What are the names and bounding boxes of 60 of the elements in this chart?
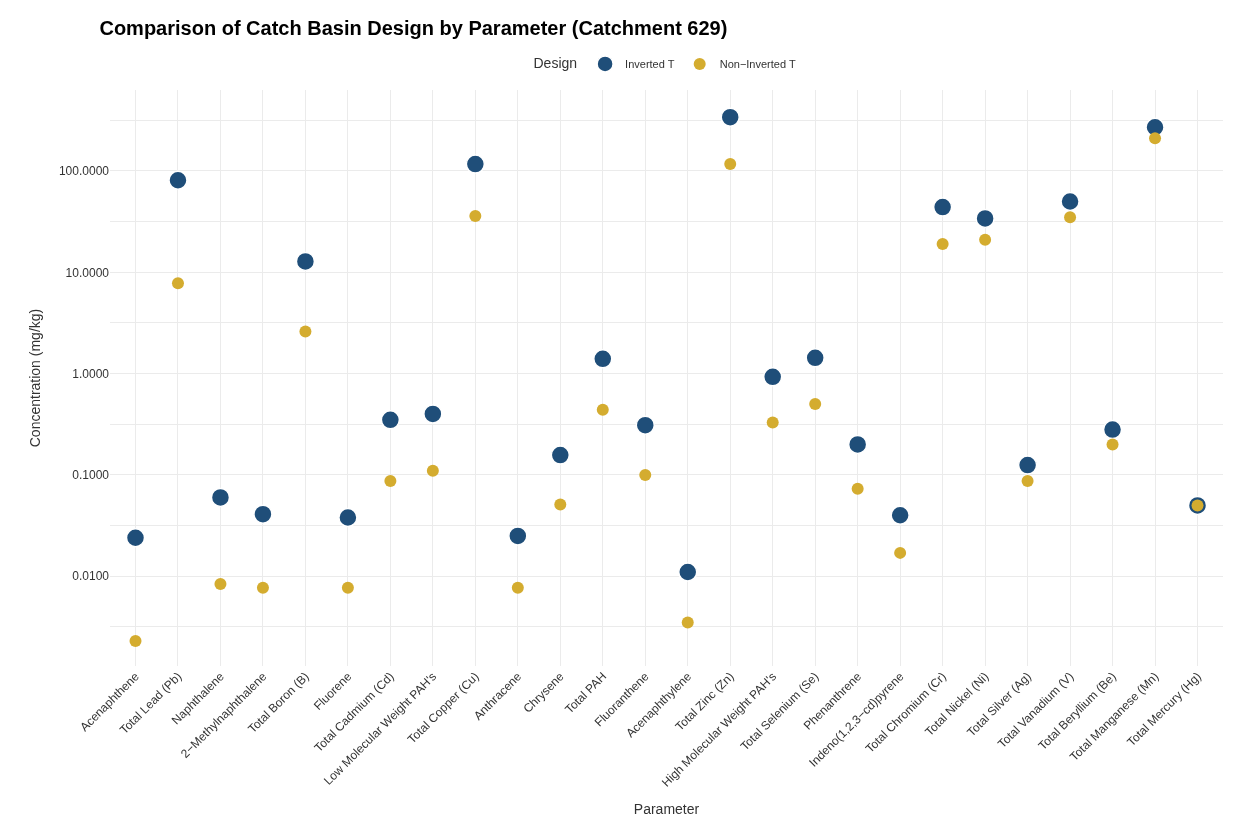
point <box>851 482 864 495</box>
point <box>214 577 227 590</box>
point <box>724 158 737 171</box>
point <box>635 415 656 435</box>
x-axis-title: Parameter <box>633 800 700 817</box>
point <box>554 498 567 511</box>
point <box>171 277 184 290</box>
point <box>639 468 652 481</box>
point <box>1064 211 1077 224</box>
point <box>469 209 482 222</box>
point <box>681 616 694 629</box>
point <box>550 445 571 465</box>
point <box>979 233 992 246</box>
legend-title: Design <box>533 54 578 71</box>
y-tick-label: 0.1000 <box>72 468 110 483</box>
point <box>210 487 231 508</box>
legend-label: Non−Inverted T <box>719 58 796 71</box>
point <box>936 238 949 251</box>
point <box>593 349 613 369</box>
point <box>465 154 486 174</box>
point <box>341 581 354 594</box>
point <box>596 403 609 416</box>
point <box>1102 419 1123 440</box>
chart-title: Comparison of Catch Basin Design by Parameter (Catchment 629) <box>99 16 728 39</box>
point <box>256 581 269 594</box>
legend-label: Inverted T <box>625 58 675 71</box>
point <box>894 546 907 559</box>
y-tick-label: 100.0000 <box>58 164 110 179</box>
point <box>975 208 995 229</box>
point <box>125 527 146 548</box>
point <box>423 404 443 424</box>
y-tick-label: 0.0100 <box>72 569 110 584</box>
point <box>338 507 358 528</box>
point <box>890 505 910 525</box>
point <box>1060 191 1080 212</box>
point <box>426 464 439 477</box>
point <box>1149 132 1162 145</box>
point <box>384 475 397 488</box>
point <box>299 325 312 338</box>
point <box>809 398 822 411</box>
point <box>932 197 953 217</box>
y-axis-title: Concentration (mg/kg) <box>26 308 43 448</box>
point <box>720 107 740 127</box>
point <box>295 251 316 272</box>
point <box>1021 475 1034 488</box>
point <box>1017 455 1038 475</box>
point <box>380 410 401 430</box>
point <box>1106 438 1119 451</box>
point <box>168 170 188 190</box>
point <box>766 416 779 429</box>
point <box>129 634 142 647</box>
point <box>805 348 825 368</box>
point <box>508 526 528 546</box>
point <box>253 504 273 524</box>
y-tick-label: 1.0000 <box>72 366 110 381</box>
point <box>678 562 698 582</box>
y-tick-label: 10.0000 <box>65 265 110 280</box>
point <box>511 581 524 594</box>
point <box>762 367 783 387</box>
point <box>847 434 868 455</box>
